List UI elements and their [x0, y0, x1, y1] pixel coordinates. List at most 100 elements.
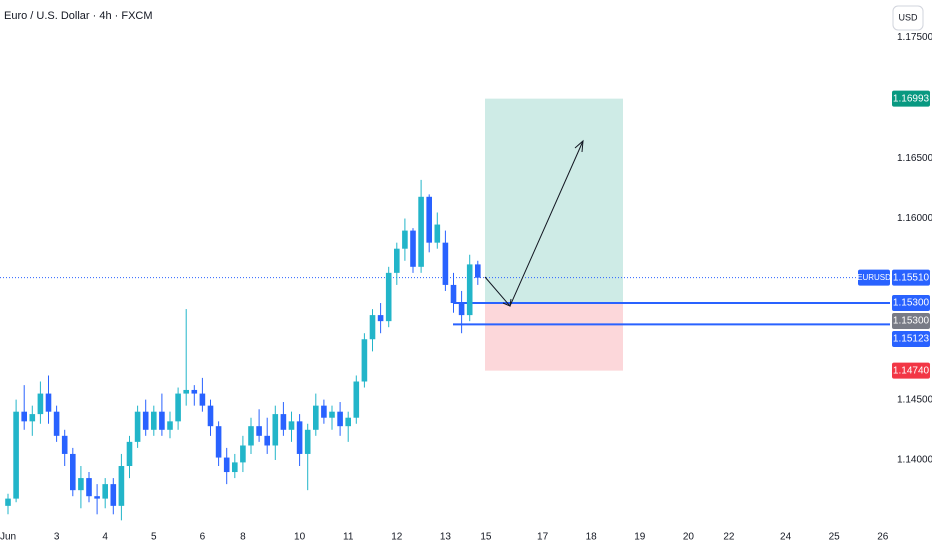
candle-body [167, 421, 173, 430]
y-tick-label: 1.16000 [897, 213, 932, 224]
candle-body [418, 196, 424, 267]
arrow-head [502, 298, 512, 307]
candle-body [207, 405, 214, 427]
candle-body [264, 435, 270, 446]
price-badge-label: 1.16993 [893, 93, 930, 104]
y-tick-label: 1.14500 [897, 394, 932, 405]
candle-body [272, 414, 279, 446]
candle-body [94, 496, 100, 499]
candle-body [29, 414, 36, 422]
x-tick-label: 8 [240, 532, 246, 543]
candle-body [142, 411, 149, 430]
y-tick-label: 1.16500 [897, 153, 932, 164]
candle-body [199, 393, 206, 406]
candle-body [191, 389, 198, 394]
candle-body [223, 457, 230, 473]
price-badge [892, 331, 930, 348]
y-tick-label: 1.14000 [897, 455, 932, 466]
x-tick-label: Jun [0, 532, 16, 543]
candle-body [183, 389, 189, 394]
x-tick-label: 3 [54, 532, 60, 543]
candle-body [126, 441, 133, 467]
x-tick-label: 20 [683, 532, 695, 543]
x-tick-label: 13 [440, 532, 452, 543]
candle-body [369, 315, 376, 340]
arrow-head [574, 139, 584, 153]
y-tick-label: 1.17500 [897, 32, 932, 43]
candle-body [280, 414, 287, 430]
price-axis: 1.17500 1.16500 1.16000 1.14500 1.14000 1.169… [857, 32, 932, 466]
candle-body [151, 411, 157, 430]
profit-zone [485, 98, 623, 304]
price-badge-label: 1.15300 [893, 316, 930, 327]
price-badge [892, 362, 930, 379]
candle-body [70, 453, 76, 491]
candle-body [21, 411, 27, 422]
candle-body [134, 411, 141, 442]
candle-body [450, 284, 457, 304]
candle-body [385, 272, 392, 322]
candle-body [458, 303, 465, 316]
price-badge-label: 1.15123 [893, 334, 930, 345]
price-badge-label: 1.15300 [893, 298, 930, 309]
candle-body [256, 426, 262, 436]
candle-body [78, 478, 84, 491]
candle-body [345, 417, 351, 427]
currency-button[interactable] [892, 5, 924, 31]
candle-body [361, 339, 368, 382]
last-price-label: 1.15510 [893, 272, 930, 283]
candle-body [296, 421, 303, 454]
x-tick-label: 12 [391, 532, 403, 543]
candle-body [45, 393, 52, 412]
candle-body [53, 411, 60, 436]
last-price-badge [892, 269, 930, 286]
currency-label[interactable]: USD [898, 12, 918, 22]
candle-body [329, 411, 335, 418]
candle-body [232, 462, 238, 473]
x-tick-label: 5 [151, 532, 157, 543]
candle-body [377, 315, 384, 322]
x-tick-label: 26 [877, 532, 889, 543]
candle-body [248, 426, 254, 446]
candle-body [321, 405, 327, 418]
symbol-label: EURUSD [857, 273, 891, 282]
candle-body [353, 381, 360, 418]
x-tick-label: 4 [102, 532, 108, 543]
candle-body [402, 230, 408, 249]
candle-body [410, 230, 416, 267]
candle-body [240, 445, 246, 463]
x-tick-label: 19 [634, 532, 646, 543]
candle-body [102, 484, 108, 499]
candle-body [475, 264, 481, 278]
candle-body [434, 224, 441, 243]
candle-body [215, 426, 222, 458]
x-tick-label: 18 [586, 532, 598, 543]
loss-zone [485, 303, 623, 371]
x-tick-label: 25 [829, 532, 841, 543]
candle-body [37, 393, 44, 415]
symbol-badge [858, 269, 890, 286]
x-tick-label: 15 [480, 532, 492, 543]
candle-body [159, 411, 165, 430]
candle-body [86, 478, 92, 497]
chart-title: Euro / U.S. Dollar · 4h · FXCM [4, 10, 153, 22]
candle-body [288, 421, 295, 430]
x-tick-label: 6 [200, 532, 206, 543]
candle-body [61, 435, 68, 454]
candle-body [304, 429, 311, 454]
candle-body [466, 264, 473, 316]
candle-body [175, 393, 181, 422]
x-tick-label: 24 [780, 532, 792, 543]
price-badge-label: 1.14740 [893, 365, 930, 376]
price-badge [892, 313, 930, 330]
candle-body [337, 411, 343, 427]
candle-body [442, 242, 449, 285]
candle-body [13, 411, 19, 499]
candle-body [5, 498, 11, 506]
x-tick-label: 17 [537, 532, 549, 543]
candle-body [313, 405, 319, 430]
price-badge [892, 90, 930, 107]
candle-body [426, 196, 432, 243]
